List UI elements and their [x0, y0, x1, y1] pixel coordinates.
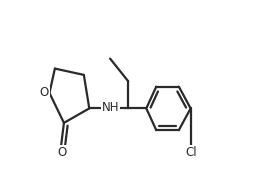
Text: Cl: Cl	[185, 146, 197, 159]
Text: O: O	[57, 146, 66, 159]
Text: NH: NH	[102, 101, 119, 114]
Text: O: O	[40, 86, 49, 100]
